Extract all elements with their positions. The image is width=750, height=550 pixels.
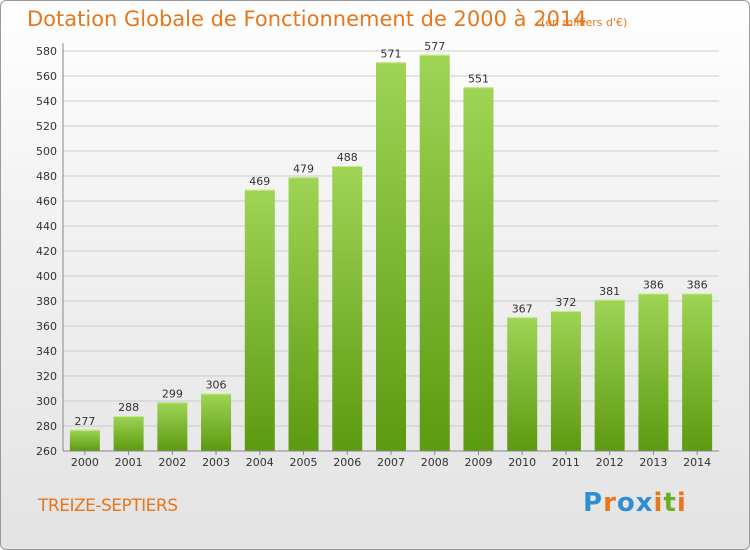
- bar-value-label: 288: [118, 401, 139, 414]
- bar: [463, 87, 494, 451]
- x-tick-label: 2004: [246, 456, 274, 469]
- bar: [594, 299, 625, 451]
- x-tick-label: 2014: [683, 456, 711, 469]
- logo-letter: t: [663, 488, 677, 518]
- logo-letter: i: [653, 488, 664, 518]
- axes: 260 280 300 320 340 360 380 400 420 440 460 480 500 5…: [36, 43, 719, 469]
- y-tick-label: 460: [36, 195, 57, 208]
- y-tick-label: 360: [36, 320, 57, 333]
- bar-value-label: 469: [249, 175, 270, 188]
- bar: [507, 317, 538, 451]
- y-tick-label: 580: [36, 45, 57, 58]
- commune-name: TREIZE-SEPTIERS: [38, 496, 178, 516]
- x-tick-label: 2012: [596, 456, 624, 469]
- logo-letter: x: [635, 488, 654, 518]
- y-tick-label: 420: [36, 245, 57, 258]
- bar: [113, 416, 144, 451]
- bar-value-label: 577: [424, 40, 445, 53]
- x-tick-label: 2005: [290, 456, 318, 469]
- bar-value-label: 372: [555, 296, 576, 309]
- y-tick-label: 500: [36, 145, 57, 158]
- bar-value-label: 488: [337, 151, 358, 164]
- bar: [69, 429, 100, 451]
- y-tick-label: 400: [36, 270, 57, 283]
- x-tick-label: 2001: [115, 456, 143, 469]
- y-tick-label: 340: [36, 345, 57, 358]
- logo-letter: o: [616, 488, 636, 518]
- bars: [69, 54, 713, 451]
- bar-value-label: 299: [162, 387, 183, 400]
- bar-value-label: 386: [643, 279, 664, 292]
- y-tick-label: 320: [36, 370, 57, 383]
- bar: [419, 54, 450, 451]
- bar: [550, 311, 581, 451]
- x-tick-label: 2011: [552, 456, 580, 469]
- x-tick-label: 2009: [464, 456, 492, 469]
- bar: [201, 393, 232, 451]
- x-tick-label: 2006: [333, 456, 361, 469]
- bar: [682, 293, 713, 451]
- value-labels: 277 288 299 306 469 479 488 571 577 551 367 372 381 3…: [74, 40, 707, 428]
- bar: [288, 177, 319, 451]
- bar: [244, 189, 275, 451]
- y-tick-label: 300: [36, 395, 57, 408]
- y-tick-label: 380: [36, 295, 57, 308]
- bar-value-label: 306: [206, 379, 227, 392]
- proxiti-logo: Proxiti: [583, 488, 687, 518]
- x-tick-label: 2000: [71, 456, 99, 469]
- y-tick-label: 520: [36, 120, 57, 133]
- bar-value-label: 277: [74, 415, 95, 428]
- x-tick-label: 2008: [421, 456, 449, 469]
- bar-value-label: 479: [293, 162, 314, 175]
- bar-value-label: 367: [512, 302, 533, 315]
- y-tick-label: 440: [36, 220, 57, 233]
- bar: [332, 166, 363, 451]
- bar: [376, 62, 406, 451]
- chart-title: Dotation Globale de Fonctionnement de 20…: [27, 7, 587, 31]
- logo-letter: P: [583, 488, 604, 518]
- bar-value-label: 386: [687, 279, 708, 292]
- x-tick-label: 2007: [377, 456, 405, 469]
- bar: [157, 402, 188, 451]
- y-tick-label: 560: [36, 70, 57, 83]
- x-tick-label: 2003: [202, 456, 230, 469]
- logo-letter: r: [603, 488, 617, 518]
- bar: [638, 293, 669, 451]
- bar-value-label: 551: [468, 72, 489, 85]
- x-tick-label: 2010: [508, 456, 536, 469]
- y-tick-label: 260: [36, 445, 57, 458]
- x-tick-label: 2013: [639, 456, 667, 469]
- logo-letter: i: [676, 488, 687, 518]
- y-tick-label: 280: [36, 420, 57, 433]
- chart-unit-label: (en milliers d'€): [541, 16, 628, 29]
- x-tick-label: 2002: [158, 456, 186, 469]
- bar-value-label: 381: [599, 285, 620, 298]
- y-tick-label: 540: [36, 95, 57, 108]
- bar-value-label: 571: [381, 47, 402, 60]
- y-tick-label: 480: [36, 170, 57, 183]
